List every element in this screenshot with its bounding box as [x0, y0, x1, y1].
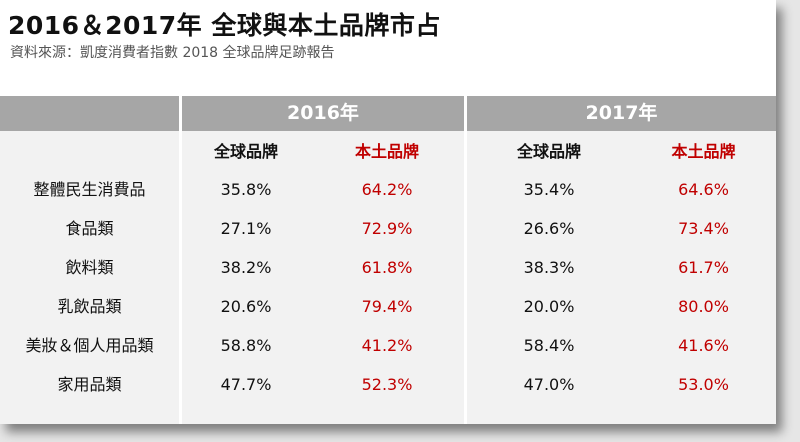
global-2017-value: 58.4% [523, 336, 575, 355]
year-header-row: 2016年 2017年 [0, 96, 776, 131]
table-row: 家用品類 47.7% 52.3% 47.0% 53.0% [0, 366, 776, 404]
global-2016-value: 27.1% [220, 219, 272, 238]
global-2016-value: 20.6% [220, 297, 272, 316]
table-row: 飲料類 38.2% 61.8% 38.3% 61.7% [0, 249, 776, 287]
local-2016-value: 72.9% [361, 219, 413, 238]
table-body: 全球品牌 本土品牌 全球品牌 本土品牌 整體民生消費品 35.8% 64.2% … [0, 131, 776, 424]
global-2017-value: 47.0% [523, 375, 575, 394]
local-2016-value: 79.4% [361, 297, 413, 316]
subheader-row: 全球品牌 本土品牌 全球品牌 本土品牌 [0, 133, 776, 171]
year-2017-header: 2017年 [585, 102, 658, 124]
table-row: 整體民生消費品 35.8% 64.2% 35.4% 64.6% [0, 171, 776, 209]
local-2017-value: 73.4% [678, 219, 729, 238]
row-category: 食品類 [65, 219, 114, 238]
local-2017-value: 41.6% [678, 336, 729, 355]
local-2017-value: 61.7% [678, 258, 729, 277]
column-divider [464, 131, 467, 424]
table-row: 食品類 27.1% 72.9% 26.6% 73.4% [0, 210, 776, 248]
global-2016-value: 35.8% [220, 180, 272, 199]
column-divider [179, 96, 182, 131]
column-divider [179, 131, 182, 424]
report-card: 2016＆2017年 全球與本土品牌市占 資料來源：凱度消費者指數 2018 全… [0, 0, 776, 424]
local-2016-value: 52.3% [361, 375, 413, 394]
table-row: 乳飲品類 20.6% 79.4% 20.0% 80.0% [0, 288, 776, 326]
row-category: 家用品類 [57, 375, 122, 394]
subheader-global-2016: 全球品牌 [213, 142, 278, 161]
local-2016-value: 61.8% [361, 258, 413, 277]
global-2016-value: 47.7% [220, 375, 272, 394]
subheader-global-2017: 全球品牌 [516, 142, 581, 161]
source-note: 資料來源：凱度消費者指數 2018 全球品牌足跡報告 [10, 45, 335, 61]
row-category: 美妝＆個人用品類 [25, 336, 154, 355]
column-divider [464, 96, 467, 131]
year-2016-header: 2016年 [287, 102, 359, 124]
row-category: 乳飲品類 [57, 297, 122, 316]
row-category: 整體民生消費品 [33, 180, 146, 199]
row-category: 飲料類 [65, 258, 114, 277]
local-2016-value: 41.2% [361, 336, 413, 355]
local-2017-value: 53.0% [678, 375, 729, 394]
local-2017-value: 64.6% [678, 180, 729, 199]
subheader-local-2016: 本土品牌 [354, 142, 419, 161]
global-2017-value: 26.6% [523, 219, 575, 238]
local-2016-value: 64.2% [361, 180, 413, 199]
subheader-local-2017: 本土品牌 [671, 142, 736, 161]
global-2017-value: 38.3% [523, 258, 575, 277]
local-2017-value: 80.0% [678, 297, 729, 316]
global-2016-value: 38.2% [220, 258, 272, 277]
global-2017-value: 20.0% [523, 297, 575, 316]
global-2016-value: 58.8% [220, 336, 272, 355]
page-title: 2016＆2017年 全球與本土品牌市占 [8, 11, 441, 40]
global-2017-value: 35.4% [523, 180, 575, 199]
table-row: 美妝＆個人用品類 58.8% 41.2% 58.4% 41.6% [0, 327, 776, 365]
